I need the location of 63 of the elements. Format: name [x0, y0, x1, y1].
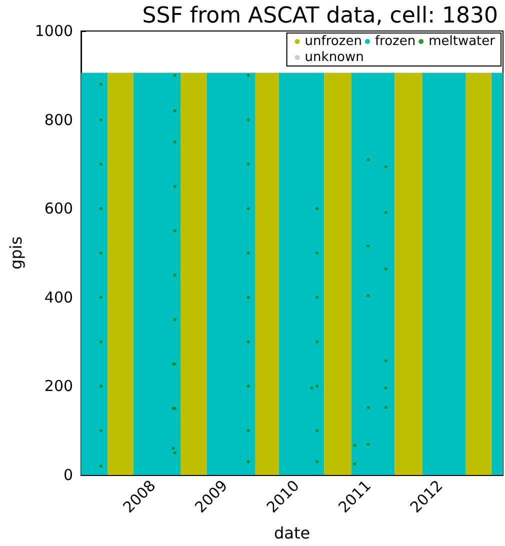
point [316, 296, 319, 299]
point [173, 274, 176, 277]
point [316, 252, 319, 254]
point [316, 340, 319, 344]
point [316, 429, 319, 432]
legend-label: frozen [374, 34, 416, 49]
point [310, 386, 314, 390]
point [366, 442, 370, 446]
y-tick-label: 800 [44, 110, 74, 129]
point [316, 460, 319, 464]
x-axis-title: date [274, 524, 310, 542]
point [99, 464, 102, 468]
point [246, 429, 250, 432]
point [353, 444, 356, 447]
point [246, 296, 250, 299]
point [99, 118, 102, 122]
point [384, 267, 388, 270]
point [366, 406, 370, 410]
point [316, 207, 319, 210]
y-tick-label: 400 [44, 288, 74, 306]
y-tick-label: 200 [44, 377, 74, 396]
point [246, 384, 250, 388]
point [99, 252, 102, 254]
point [384, 386, 388, 390]
point [99, 207, 102, 210]
y-tick-label: 1000 [34, 22, 74, 40]
point [99, 429, 102, 432]
point [173, 184, 176, 188]
point [246, 162, 250, 166]
point [173, 229, 176, 232]
point [246, 340, 250, 344]
legend-label: unknown [304, 50, 364, 65]
point [246, 118, 250, 122]
point [173, 140, 176, 144]
point [173, 451, 176, 454]
point [366, 294, 370, 298]
point [99, 296, 102, 299]
chart-title: SSF from ASCAT data, cell: 1830 [142, 4, 498, 28]
point [173, 74, 176, 77]
point [99, 340, 102, 344]
point [173, 109, 176, 112]
point [353, 462, 356, 466]
point [366, 244, 370, 248]
y-axis-title: gpis [6, 236, 26, 270]
legend-label: unfrozen [304, 34, 362, 49]
point [173, 318, 176, 322]
y-tick-label: 0 [64, 466, 74, 484]
y-tick-label: 600 [44, 200, 74, 218]
point [99, 162, 102, 166]
point [384, 165, 388, 168]
point [99, 384, 102, 388]
point [99, 82, 102, 86]
point [246, 252, 250, 254]
point [366, 158, 370, 162]
point [384, 406, 388, 410]
point [246, 207, 250, 210]
point [172, 446, 175, 450]
point [246, 460, 250, 464]
point [316, 384, 319, 388]
point [246, 74, 250, 77]
legend-label: meltwater [428, 34, 496, 49]
point [384, 211, 388, 214]
point [384, 359, 388, 362]
